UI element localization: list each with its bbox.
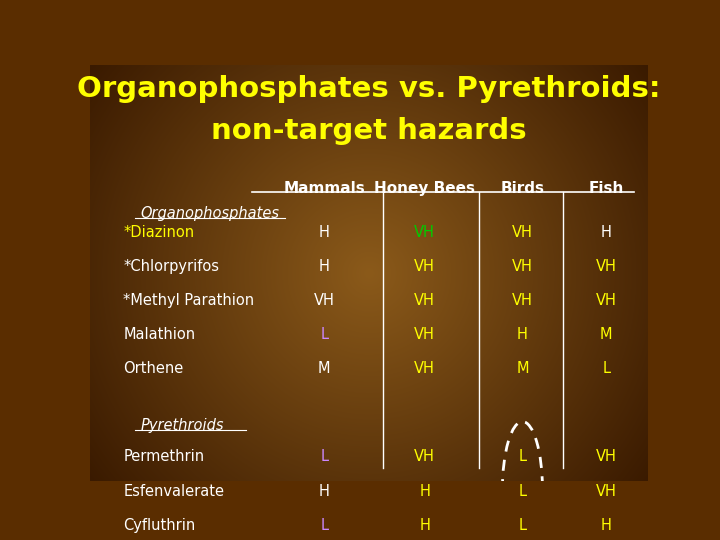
Text: M: M [516, 361, 528, 376]
Text: H: H [319, 259, 330, 274]
Text: VH: VH [595, 449, 616, 464]
Text: H: H [517, 327, 528, 342]
Text: VH: VH [512, 259, 533, 274]
Text: Mammals: Mammals [284, 181, 365, 196]
Text: Honey Bees: Honey Bees [374, 181, 475, 196]
Text: VH: VH [415, 225, 435, 240]
Text: VH: VH [415, 327, 435, 342]
Text: L: L [518, 483, 526, 498]
Text: VH: VH [595, 483, 616, 498]
Text: *Diazinon: *Diazinon [124, 225, 194, 240]
Text: H: H [419, 483, 431, 498]
Text: L: L [320, 327, 328, 342]
Text: M: M [600, 327, 613, 342]
Text: *Chlorpyrifos: *Chlorpyrifos [124, 259, 220, 274]
Text: L: L [320, 518, 328, 532]
Text: M: M [318, 361, 330, 376]
Text: VH: VH [512, 225, 533, 240]
Text: VH: VH [512, 293, 533, 308]
Text: Fish: Fish [588, 181, 624, 196]
Text: VH: VH [415, 293, 435, 308]
Text: non-target hazards: non-target hazards [211, 117, 527, 145]
Text: Pyrethroids: Pyrethroids [140, 418, 224, 433]
Text: Orthene: Orthene [124, 361, 184, 376]
Text: VH: VH [314, 293, 335, 308]
Text: H: H [319, 225, 330, 240]
Text: *Methyl Parathion: *Methyl Parathion [124, 293, 255, 308]
Text: Esfenvalerate: Esfenvalerate [124, 483, 225, 498]
Text: Cyfluthrin: Cyfluthrin [124, 518, 196, 532]
Text: VH: VH [595, 259, 616, 274]
Text: Birds: Birds [500, 181, 544, 196]
Text: L: L [518, 518, 526, 532]
Text: H: H [600, 225, 611, 240]
Text: H: H [319, 483, 330, 498]
Text: L: L [320, 449, 328, 464]
Text: Organophosphates: Organophosphates [140, 206, 279, 221]
Text: Malathion: Malathion [124, 327, 196, 342]
Text: L: L [602, 361, 610, 376]
Text: VH: VH [415, 361, 435, 376]
Text: L: L [518, 449, 526, 464]
Text: H: H [600, 518, 611, 532]
Text: VH: VH [415, 449, 435, 464]
Text: H: H [419, 518, 431, 532]
Text: VH: VH [595, 293, 616, 308]
Text: VH: VH [415, 259, 435, 274]
Text: Permethrin: Permethrin [124, 449, 204, 464]
Text: Organophosphates vs. Pyrethroids:: Organophosphates vs. Pyrethroids: [77, 75, 661, 103]
